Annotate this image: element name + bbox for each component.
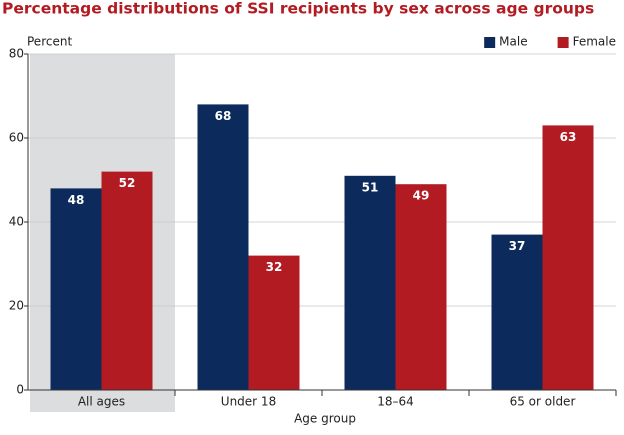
bar (491, 234, 543, 390)
bar (344, 175, 396, 390)
y-tick-label: 60 (9, 131, 24, 145)
chart-title: Percentage distributions of SSI recipien… (2, 0, 594, 18)
bar (248, 255, 300, 390)
x-tick-label: 18–64 (377, 395, 414, 409)
bar (101, 171, 153, 390)
bar (50, 188, 102, 390)
value-label: 48 (68, 193, 85, 207)
x-tick-label: Under 18 (221, 395, 276, 409)
value-label: 49 (413, 189, 430, 203)
value-label: 63 (560, 130, 577, 144)
value-label: 32 (266, 260, 283, 274)
y-tick-label: 20 (9, 299, 24, 313)
value-label: 52 (119, 176, 136, 190)
value-label: 37 (509, 239, 526, 253)
bar (395, 184, 447, 390)
x-axis-label: Age group (294, 412, 356, 426)
value-label: 68 (215, 109, 232, 123)
value-label: 51 (362, 180, 379, 194)
bar (542, 125, 594, 391)
y-tick-label: 0 (16, 383, 24, 397)
legend-label: Male (499, 35, 527, 49)
bar (197, 104, 249, 391)
legend-label: Female (573, 35, 616, 49)
x-tick-label: 65 or older (510, 395, 576, 409)
y-tick-label: 40 (9, 215, 24, 229)
y-tick-label: 80 (9, 47, 24, 61)
y-axis-label: Percent (27, 35, 72, 49)
x-tick-label: All ages (78, 395, 125, 409)
legend-swatch (557, 37, 569, 48)
legend-swatch (484, 37, 496, 48)
